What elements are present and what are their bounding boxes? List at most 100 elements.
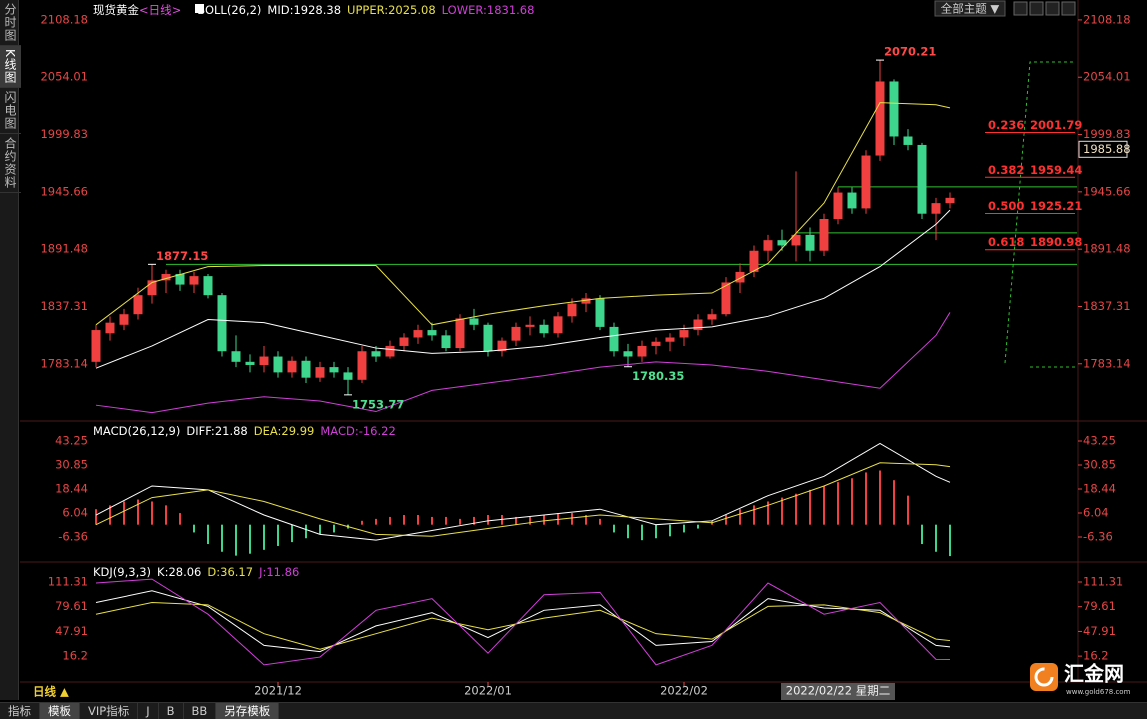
candle-body <box>819 219 829 251</box>
macd-bar <box>207 524 209 545</box>
logo-icon <box>1030 663 1058 691</box>
macd-bar <box>865 472 867 525</box>
fib-value: 2001.79 <box>1030 118 1082 132</box>
macd-bar <box>361 520 363 525</box>
macd-bar <box>221 524 223 552</box>
period-label[interactable]: 日线 ▲ <box>33 685 69 699</box>
candle-body <box>805 234 815 251</box>
candle-body <box>721 282 731 315</box>
fib-ratio: 0.500 <box>988 199 1024 213</box>
candle-body <box>525 324 535 327</box>
legend-name: J: <box>258 565 266 579</box>
sidebar-tab[interactable]: 合约资料 <box>0 134 21 193</box>
macd-bar <box>613 524 615 533</box>
candle-body <box>147 280 157 296</box>
legend-name: K: <box>157 565 168 579</box>
candle-body <box>357 351 367 380</box>
legend-value: 36.17 <box>220 565 253 579</box>
bottom-tab[interactable]: 指标 <box>0 703 40 719</box>
bottom-tab[interactable]: B <box>159 703 184 719</box>
y-tick-label: 43.25 <box>55 433 88 447</box>
legend-name: DIFF: <box>186 424 214 438</box>
y-tick-label: 1783.14 <box>40 356 88 370</box>
panel-header: KDJ(9,3,3) K:28.06 D:36.17 J:11.86 <box>93 565 299 579</box>
macd-bar <box>263 524 265 550</box>
y-tick-label: 6.04 <box>62 505 88 519</box>
boll-line <box>95 102 951 326</box>
macd-line <box>95 442 951 541</box>
boll-line <box>95 209 951 369</box>
candle-body <box>777 240 787 246</box>
panel-header: MACD(26,12,9) DIFF:21.88 DEA:29.99 MACD:-16… <box>93 424 396 438</box>
y-tick-label: 47.91 <box>55 624 88 638</box>
bottom-tab[interactable]: J <box>138 703 159 719</box>
theme-label[interactable]: 全部主题 ▼ <box>941 2 1000 16</box>
icon-button[interactable] <box>1013 1 1028 16</box>
kdj-line <box>95 590 951 653</box>
bottom-tab[interactable]: 模板 <box>40 703 80 719</box>
y-tick-label: 18.44 <box>1083 482 1116 496</box>
sidebar-tab[interactable]: 闪电图 <box>0 88 21 134</box>
cursor-box <box>781 683 895 700</box>
macd-bar <box>641 524 643 541</box>
candle-body <box>203 276 213 296</box>
candle-body <box>861 155 871 209</box>
candle-body <box>903 136 913 145</box>
icon-button[interactable] <box>1029 1 1044 16</box>
macd-bar <box>753 505 755 525</box>
annotation: 1753.77 <box>352 397 404 411</box>
bottom-tab[interactable]: VIP指标 <box>80 703 139 719</box>
y-tick-label: 1783.14 <box>1083 356 1131 370</box>
candle-body <box>763 240 773 251</box>
last-price-box <box>1078 140 1128 158</box>
candle-body <box>511 326 521 341</box>
candle-body <box>749 250 759 272</box>
macd-bar <box>655 524 657 539</box>
candle-body <box>371 351 381 357</box>
y-tick-label: 18.44 <box>55 482 88 496</box>
legend-value: 21.88 <box>215 424 248 438</box>
macd-bar <box>571 513 573 525</box>
macd-bar <box>473 516 475 525</box>
y-tick-label: -6.36 <box>58 529 88 543</box>
indicator-name: MACD(26,12,9) <box>93 424 180 438</box>
candle-body <box>301 360 311 378</box>
bottom-tab[interactable]: 另存模板 <box>216 703 280 719</box>
sidebar-tab[interactable]: 分时图 <box>0 0 21 46</box>
period: <日线> <box>139 3 181 17</box>
legend-name: D: <box>207 565 220 579</box>
y-tick-label: 6.04 <box>1083 505 1109 519</box>
candle-body <box>189 276 199 285</box>
y-tick-label: 1999.83 <box>40 127 88 141</box>
x-tick-label: 2021/12 <box>254 684 302 698</box>
legend-value: -16.22 <box>359 424 396 438</box>
legend-value: 2025.08 <box>388 3 436 17</box>
bottom-tab[interactable]: BB <box>184 703 217 719</box>
macd-bar <box>319 524 321 535</box>
y-tick-label: 1891.48 <box>1083 242 1131 256</box>
macd-bar <box>459 518 461 525</box>
candle-body <box>917 144 927 214</box>
candle-body <box>427 330 437 336</box>
dashed-shape <box>1004 61 1075 364</box>
sidebar-tab[interactable]: K线图 <box>0 46 21 88</box>
candle-body <box>609 326 619 352</box>
candle-body <box>441 335 451 349</box>
candle-body <box>567 303 577 317</box>
last-price: 1985.88 <box>1083 142 1131 156</box>
icon-button[interactable] <box>1045 1 1060 16</box>
macd-bar <box>795 493 797 525</box>
macd-bar <box>333 524 335 533</box>
icon-button[interactable] <box>1061 1 1076 16</box>
candle-body <box>679 330 689 338</box>
macd-bar <box>431 516 433 525</box>
macd-bar <box>487 515 489 525</box>
y-tick-label: 2108.18 <box>1083 12 1131 26</box>
candle-body <box>91 330 101 362</box>
macd-bar <box>851 478 853 525</box>
macd-bar <box>403 515 405 525</box>
candle-body <box>833 192 843 219</box>
legend-name: MID: <box>267 3 293 17</box>
candle-body <box>231 351 241 362</box>
theme-button[interactable] <box>934 0 1006 17</box>
